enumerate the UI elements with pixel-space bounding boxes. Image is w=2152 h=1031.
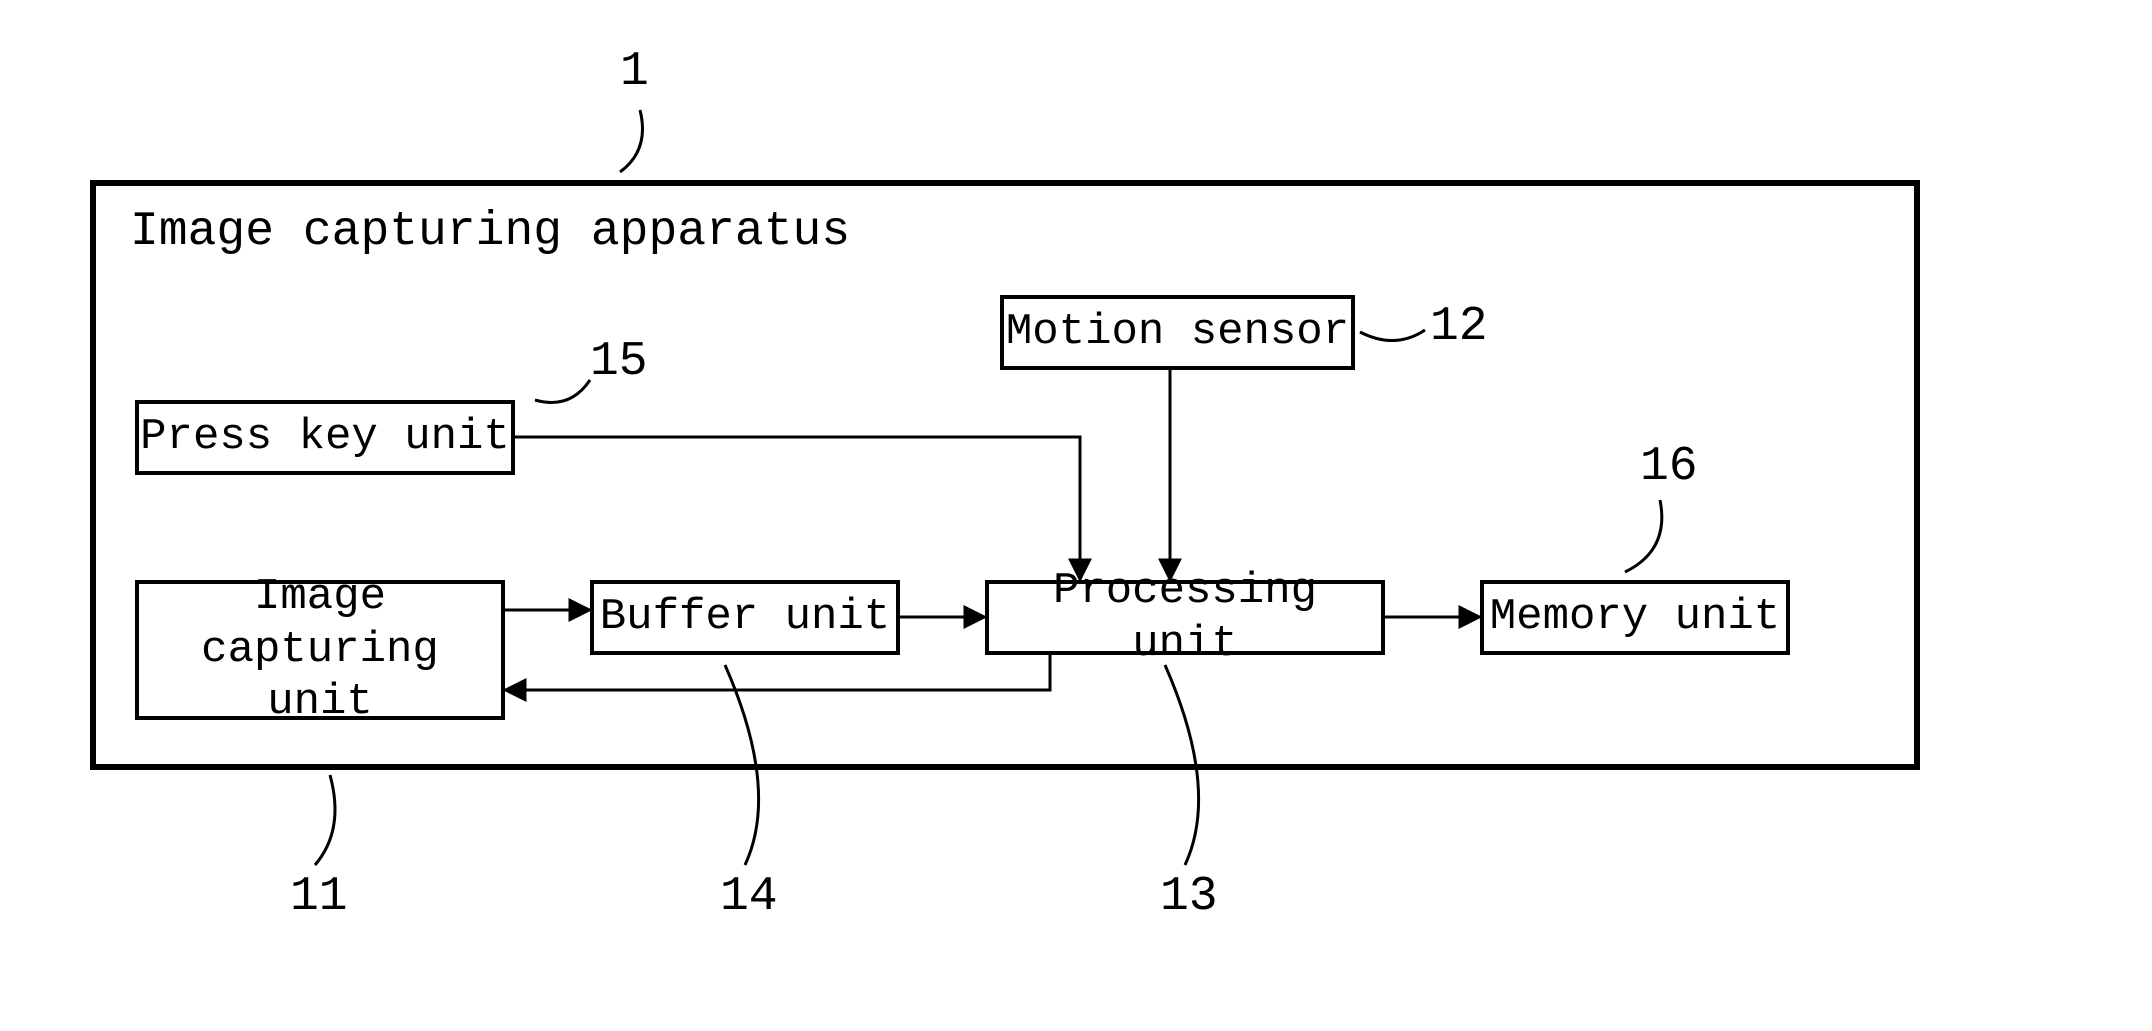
node-label: Image capturing unit: [139, 571, 501, 729]
node-label: Processing unit: [989, 565, 1381, 671]
leader-1: [620, 110, 643, 172]
leader-11: [315, 775, 335, 865]
ref-16: 16: [1640, 440, 1698, 494]
node-image-capturing: Image capturing unit: [135, 580, 505, 720]
diagram-canvas: Image capturing apparatus Motion sensor …: [0, 0, 2152, 1031]
ref-14: 14: [720, 870, 778, 924]
ref-15: 15: [590, 335, 648, 389]
apparatus-title: Image capturing apparatus: [130, 205, 850, 259]
ref-1: 1: [620, 45, 649, 99]
node-press-key: Press key unit: [135, 400, 515, 475]
node-processing: Processing unit: [985, 580, 1385, 655]
node-label: Memory unit: [1490, 591, 1780, 644]
ref-12: 12: [1430, 300, 1488, 354]
node-motion-sensor: Motion sensor: [1000, 295, 1355, 370]
node-label: Buffer unit: [600, 591, 890, 644]
node-memory: Memory unit: [1480, 580, 1790, 655]
node-buffer: Buffer unit: [590, 580, 900, 655]
ref-11: 11: [290, 870, 348, 924]
ref-13: 13: [1160, 870, 1218, 924]
node-label: Press key unit: [140, 411, 510, 464]
node-label: Motion sensor: [1006, 306, 1349, 359]
